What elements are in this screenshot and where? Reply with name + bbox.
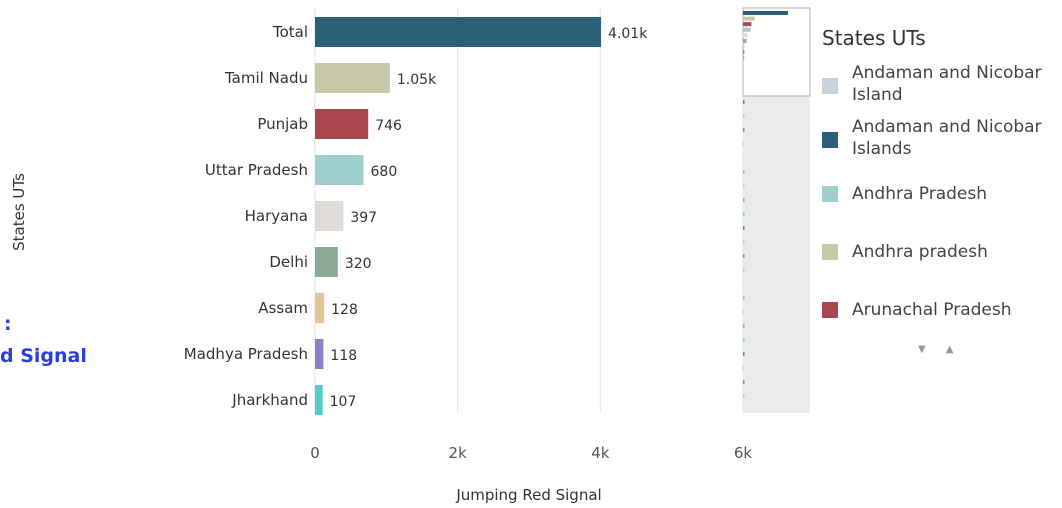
- x-tick-label: 2k: [449, 444, 468, 462]
- legend-swatch: [822, 132, 838, 148]
- y-axis-title: States UTs: [10, 173, 28, 251]
- legend-item[interactable]: Andaman and Nicobar Island: [822, 62, 1062, 106]
- legend-swatch: [822, 186, 838, 202]
- legend-page-up-icon[interactable]: ▲: [945, 344, 954, 355]
- navigator-mini-bar: [743, 380, 745, 384]
- navigator-mini-bar: [743, 352, 745, 356]
- bar[interactable]: [315, 385, 323, 415]
- navigator-mini-bar: [743, 128, 745, 132]
- legend-items: Andaman and Nicobar Island Andaman and Ni…: [822, 62, 1062, 334]
- x-tick-label: 6k: [734, 444, 753, 462]
- category-label: Delhi: [269, 253, 308, 271]
- navigator-mini-bar: [743, 170, 745, 174]
- bar-chart: Total Tamil Nadu Punjab Uttar Pradesh Haryan…: [0, 7, 811, 504]
- legend-item[interactable]: Andhra pradesh: [822, 228, 1062, 276]
- navigator-mini-bar: [743, 394, 745, 398]
- navigator-mini-bar: [743, 114, 745, 118]
- legend-item[interactable]: Andhra Pradesh: [822, 170, 1062, 218]
- legend-item[interactable]: Andaman and Nicobar Islands: [822, 116, 1062, 160]
- navigator-mini-bar: [743, 100, 745, 104]
- data-label: 680: [371, 164, 398, 180]
- legend-label: Andaman and Nicobar Islands: [852, 117, 1042, 159]
- navigator-mini-bar: [743, 366, 745, 370]
- legend-item[interactable]: Arunachal Pradesh: [822, 286, 1062, 334]
- legend-label: Andhra Pradesh: [852, 184, 988, 204]
- x-tick-labels: 0 2k 4k 6k: [310, 444, 752, 462]
- category-labels: Total Tamil Nadu Punjab Uttar Pradesh Haryan…: [184, 23, 308, 409]
- navigator-mini-bar: [743, 324, 745, 328]
- data-label: 746: [375, 118, 402, 134]
- bar[interactable]: [315, 155, 364, 185]
- legend-page-down-icon[interactable]: ▼: [918, 344, 926, 355]
- navigator-mini-bar: [743, 184, 745, 188]
- bar[interactable]: [315, 293, 325, 323]
- category-label: Punjab: [257, 115, 308, 133]
- legend-label: Arunachal Pradesh: [852, 300, 1012, 320]
- category-label: Jharkhand: [231, 391, 308, 409]
- category-label: Assam: [258, 299, 308, 317]
- bar[interactable]: [315, 63, 390, 93]
- x-tick-label: 0: [310, 444, 320, 462]
- navigator-mini-bar: [743, 33, 748, 38]
- legend-swatch: [822, 244, 838, 260]
- navigator-mini-bar: [743, 212, 745, 216]
- navigator-mini-bar: [743, 27, 751, 32]
- category-label: Madhya Pradesh: [184, 345, 308, 363]
- navigator-mini-bar: [743, 156, 745, 160]
- navigator-mini-bar: [743, 22, 752, 27]
- navigator-mini-bar: [743, 16, 755, 21]
- range-navigator[interactable]: [742, 7, 811, 413]
- navigator-mini-bar: [743, 198, 745, 202]
- value-labels: 4.01k 1.05k 746 680 397 320 128 118 107: [330, 26, 649, 410]
- navigator-mini-bar: [743, 282, 745, 286]
- navigator-mini-bar: [743, 226, 745, 230]
- legend-title: States UTs: [822, 26, 926, 50]
- bars: [315, 17, 602, 415]
- navigator-mini-bar: [743, 268, 745, 272]
- navigator-window[interactable]: [742, 7, 811, 97]
- category-label: Haryana: [245, 207, 308, 225]
- data-label: 107: [330, 394, 357, 410]
- bar[interactable]: [315, 339, 324, 369]
- navigator-mini-bar: [743, 254, 745, 258]
- x-tick-label: 4k: [591, 444, 610, 462]
- legend-swatch: [822, 78, 838, 94]
- bar[interactable]: [315, 247, 338, 277]
- navigator-mini-bar: [743, 11, 788, 15]
- data-label: 320: [345, 256, 372, 272]
- bar[interactable]: [315, 109, 369, 139]
- side-text-signal: d Signal: [0, 345, 87, 367]
- data-label: 118: [330, 348, 357, 364]
- navigator-mini-bar: [743, 50, 745, 55]
- legend-swatch: [822, 302, 838, 318]
- navigator-mini-bar: [743, 55, 745, 60]
- navigator-mini-bar: [743, 338, 745, 342]
- legend-pager: ▼ ▲: [918, 344, 1062, 355]
- legend-label: Andaman and Nicobar Island: [852, 63, 1042, 105]
- data-label: 397: [350, 210, 377, 226]
- navigator-mini-bar: [743, 44, 745, 49]
- bar[interactable]: [315, 17, 602, 47]
- x-axis-title: Jumping Red Signal: [455, 486, 601, 504]
- navigator-mini-bar: [743, 310, 745, 314]
- category-label: Total: [272, 23, 308, 41]
- navigator-mini-bar: [743, 296, 745, 300]
- category-label: Tamil Nadu: [224, 69, 308, 87]
- legend: States UTs Andaman and Nicobar Island And…: [822, 20, 1062, 355]
- navigator-mini-bar: [743, 240, 745, 244]
- bar[interactable]: [315, 201, 344, 231]
- side-text-colon: :: [4, 313, 12, 335]
- category-label: Uttar Pradesh: [205, 161, 308, 179]
- data-label: 1.05k: [397, 72, 437, 88]
- data-label: 4.01k: [608, 26, 648, 42]
- navigator-mini-bar: [743, 39, 747, 43]
- legend-label: Andhra pradesh: [852, 242, 988, 262]
- data-label: 128: [331, 302, 358, 318]
- navigator-mini-bar: [743, 142, 745, 146]
